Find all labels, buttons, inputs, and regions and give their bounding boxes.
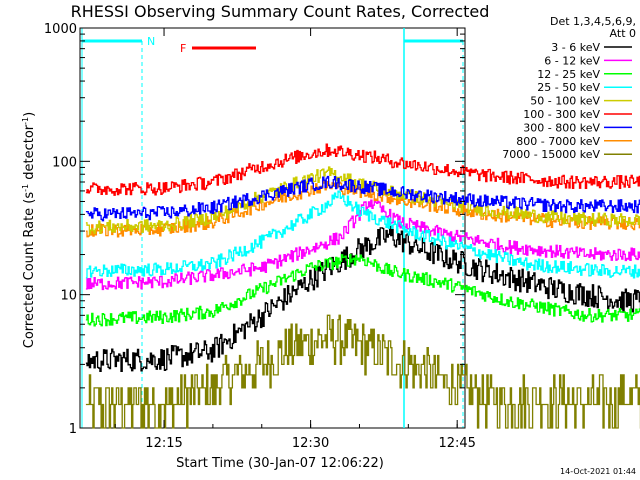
series-line [85,314,640,429]
x-tick-label: 12:45 [438,436,475,451]
series-line [85,180,640,238]
plot-frame [79,27,466,429]
series-line [85,253,640,327]
legend-header: Det 1,3,4,5,6,9, [550,15,636,28]
legend-label: 300 - 800 keV [523,121,600,134]
legend-label: 100 - 300 keV [523,108,600,121]
legend-header: Att 0 [610,27,636,40]
legend-label: 800 - 7000 keV [516,135,600,148]
series-line [85,198,640,291]
x-tick-label: 12:15 [145,436,182,451]
y-axis-label: Corrected Count Rate (s-1 detector-1) [21,112,37,348]
chart-title: RHESSI Observing Summary Count Rates, Co… [71,2,490,21]
series-line [85,143,640,196]
series-line [85,166,640,235]
x-axis-label: Start Time (30-Jan-07 12:06:22) [176,456,384,471]
series-line [85,190,640,279]
legend-label: 25 - 50 keV [537,81,600,94]
x-tick-label: 12:30 [292,436,329,451]
legend-label: 12 - 25 keV [537,68,600,81]
y-tick-label: 10 [60,289,77,304]
legend-label: 7000 - 15000 keV [502,148,600,161]
y-tick-label: 100 [52,155,77,170]
timestamp: 14-Oct-2021 01:44 [560,467,636,476]
legend-label: 6 - 12 keV [544,54,600,67]
legend-label: 3 - 6 keV [551,41,600,54]
night-label: N [147,35,155,48]
ticks-group: 12:15 12:30 12:45 1 10 100 1000 [44,22,476,451]
flare-label: F [180,42,186,55]
legend-label: 50 - 100 keV [530,95,600,108]
series-line [85,175,640,222]
y-tick-label: 1 [69,422,77,437]
y-tick-label: 1000 [44,22,77,37]
series-line [85,225,640,373]
series-group [85,143,640,429]
